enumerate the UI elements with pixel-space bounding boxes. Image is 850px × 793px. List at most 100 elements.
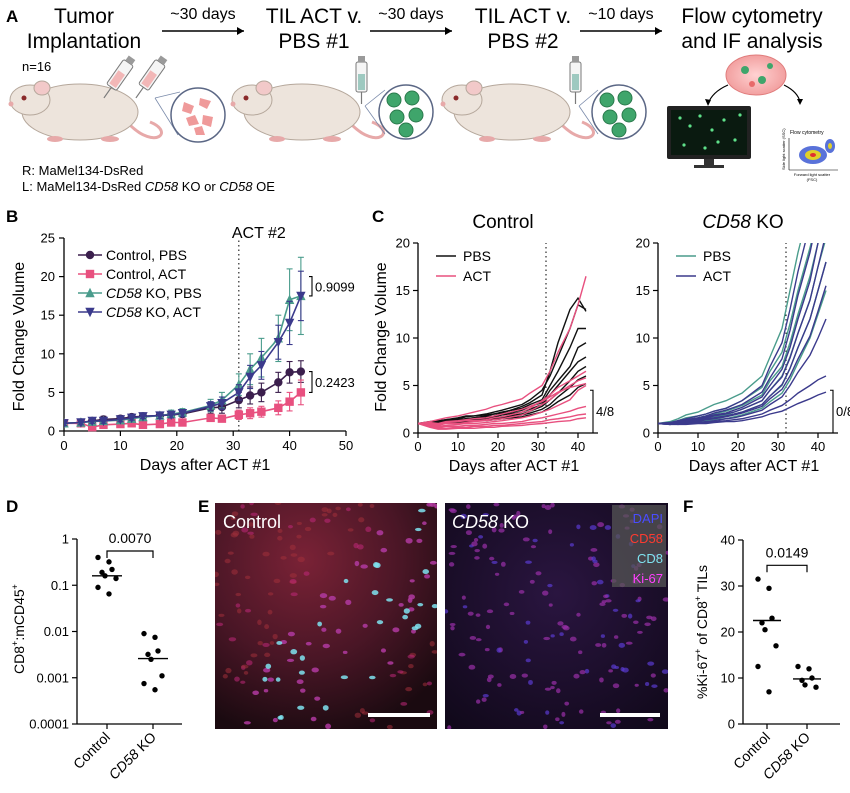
if-control-cell — [322, 643, 330, 649]
if-cd58ko-cell — [500, 561, 506, 567]
d-category-label-1: CD58 KO — [105, 729, 159, 783]
if-cd58ko-cell — [465, 530, 472, 536]
if-control-cell — [335, 506, 341, 511]
if-cd58ko-cell — [520, 710, 525, 714]
d-y-tick-label: 0.0001 — [29, 717, 69, 732]
b-legend-label-2-part-0: CD58 — [106, 285, 142, 301]
if-cd58ko-cell — [646, 615, 653, 620]
zoom-1-line-a — [154, 91, 181, 99]
b-x-tick-label: 50 — [339, 438, 353, 453]
if-control-cell — [243, 721, 251, 725]
mouse-3-tail — [560, 120, 595, 140]
if-control-cell — [403, 608, 410, 614]
if-control-cell — [296, 534, 302, 539]
if-control-cell — [409, 579, 415, 583]
if-control-cell — [274, 503, 282, 505]
if-control-cell — [240, 504, 245, 509]
if-control-cell — [262, 551, 270, 557]
if-cd58ko-cell — [475, 699, 481, 704]
mouse-3-eye — [453, 95, 459, 101]
if-control-cell — [398, 602, 404, 607]
if-control-cell — [357, 544, 364, 550]
b-legend-marker — [85, 287, 95, 298]
if-cd58ko-cells — [445, 503, 668, 729]
d-y-tick-label: 0.01 — [44, 624, 69, 639]
d-y-tick-label: 0.001 — [36, 670, 69, 685]
if-cd58ko-cell — [475, 613, 481, 617]
if-control-cell — [369, 718, 376, 723]
f-pvalue: 0.0149 — [766, 544, 809, 560]
if-control-cell — [327, 551, 335, 556]
left-flank-label: L: MaMel134-DsRed CD58 KO or CD58 OE — [22, 179, 275, 194]
if-cd58ko-cell — [616, 708, 621, 714]
if-control-cell — [387, 661, 394, 665]
if-cd58ko-cell — [471, 541, 478, 547]
if-control-cell — [290, 592, 298, 597]
if-control-cell — [267, 592, 274, 596]
if-control-cell — [277, 535, 283, 541]
if-control-cell — [304, 526, 312, 532]
til-2-cell-1 — [599, 92, 615, 108]
if-control-cell — [290, 649, 298, 655]
if-cd58ko-cell — [449, 508, 457, 514]
mouse-1-tail — [128, 120, 163, 140]
if-cd58ko-cell — [545, 710, 550, 715]
b-point — [217, 414, 227, 423]
if-control-cell — [228, 637, 237, 642]
if-image-cd58ko: CD58 KO DAPI CD58 CD8 Ki-67 — [445, 503, 668, 729]
chart-c-control-plot: 0 10 20 30 40 0 5 10 15 20 Days after ACT #1 Fold C… — [373, 212, 614, 475]
c1-curve-15 — [418, 417, 587, 430]
if-control-cell — [272, 633, 278, 640]
if-cd58ko-cell — [509, 674, 517, 679]
if-cd58ko-cell — [450, 545, 457, 549]
if-control-cell — [319, 593, 328, 599]
if-control-cell — [340, 675, 349, 680]
if-image-control: Control — [215, 503, 437, 729]
screen-dot-5 — [722, 118, 726, 122]
syringe-2-needle — [135, 86, 144, 99]
c2-x-tick-label: 30 — [771, 439, 785, 454]
c2-x-tick-label: 10 — [691, 439, 705, 454]
if-cd58ko-cell — [550, 685, 555, 690]
panel-b-growth-chart: B 0 10 20 30 40 50 0 5 10 15 20 25 Days after ACT #1… — [6, 207, 355, 474]
c1-curve-11 — [418, 382, 587, 425]
if-control-cells — [215, 503, 437, 729]
til-1-cell-5 — [398, 122, 414, 138]
mouse-3 — [440, 80, 595, 142]
zoom-2-line-b — [364, 105, 386, 135]
if-control-cell — [411, 626, 419, 631]
if-cd58ko-cell — [518, 590, 525, 594]
c1-legend-label-0: PBS — [463, 248, 491, 264]
if-control-cell — [297, 556, 305, 563]
c1-x-tick-label: 30 — [531, 439, 545, 454]
if-control-cell — [343, 578, 349, 584]
tumor-mass-cell-3 — [767, 63, 773, 69]
if-control-cell — [354, 560, 360, 567]
b-bracket — [309, 276, 313, 297]
if-cd58ko-cell — [601, 642, 607, 648]
left-flank-label-part-3: KO or — [178, 179, 219, 194]
b-point — [296, 291, 306, 302]
if-control-cell — [296, 679, 304, 685]
if-control-cell — [407, 654, 415, 659]
if-cd58ko-cell — [493, 503, 500, 507]
b-point — [166, 410, 176, 420]
if-control-cell — [267, 609, 273, 615]
screen-dot-4 — [710, 128, 714, 132]
b-point — [115, 415, 126, 425]
step4-line2: and IF analysis — [681, 30, 822, 53]
if-control-cell — [224, 558, 231, 564]
if-control-cell — [416, 538, 423, 544]
if-control-cell — [265, 663, 272, 669]
d-point — [145, 651, 151, 658]
d-category-label-0-part-0: Control — [70, 729, 113, 772]
if-cd58ko-cell — [496, 647, 502, 653]
if-cd58ko-cell — [599, 602, 606, 607]
left-flank-label-part-5: OE — [253, 179, 276, 194]
syringe-2 — [135, 55, 168, 99]
if-control-cell — [358, 517, 365, 523]
b-x-tick-label: 20 — [170, 438, 184, 453]
b-y-tick-label: 5 — [48, 385, 55, 400]
tumor-cell-2 — [199, 98, 211, 109]
